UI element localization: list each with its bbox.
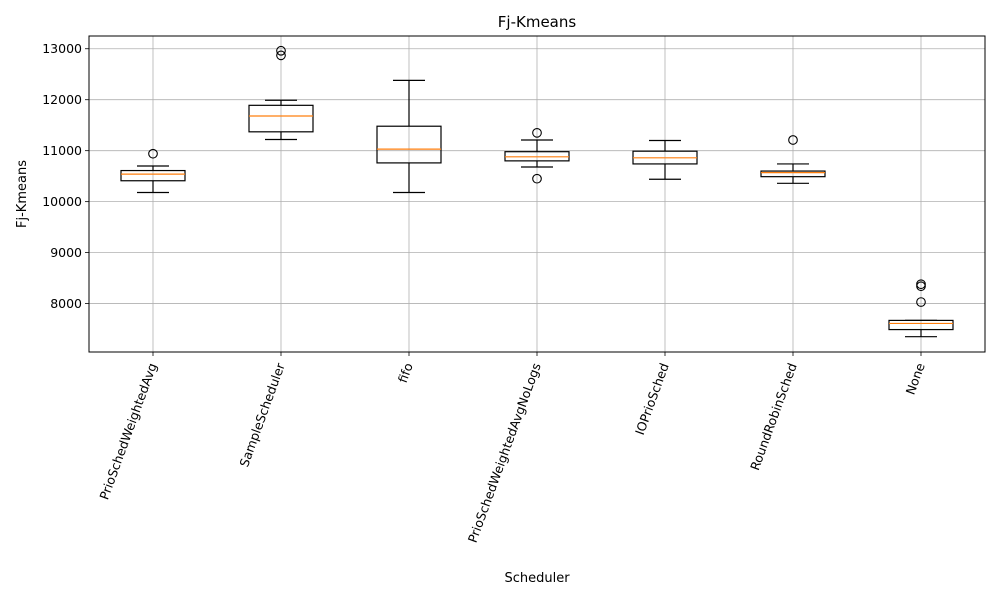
y-tick-label: 10000: [42, 194, 82, 209]
y-tick-label: 13000: [42, 41, 82, 56]
box: [248, 104, 314, 133]
outlier-point: [916, 279, 926, 290]
x-tick-label: PrioSchedWeightedAvg: [96, 361, 159, 502]
x-tick-label: PrioSchedWeightedAvgNoLogs: [465, 361, 544, 545]
box-group: [888, 279, 954, 338]
outlier-point: [788, 135, 798, 145]
y-tick-label: 11000: [42, 143, 82, 158]
x-tick-label: fifo: [395, 361, 416, 385]
outlier-point: [916, 297, 926, 307]
box-group: [248, 45, 314, 141]
y-tick-label: 9000: [50, 245, 82, 260]
outlier-point: [532, 127, 542, 138]
outlier-point: [148, 148, 158, 159]
outlier-point: [532, 173, 542, 184]
box-group: [376, 79, 442, 194]
box-series: [120, 45, 954, 338]
box-group: [120, 148, 186, 194]
grid-lines: [89, 36, 985, 352]
box-group: [632, 139, 698, 180]
y-axis-title: Fj-Kmeans: [15, 160, 30, 228]
box: [760, 170, 826, 178]
box: [376, 125, 442, 164]
x-tick-label: RoundRobinSched: [747, 361, 800, 472]
box-group: [760, 135, 826, 184]
box: [888, 319, 954, 331]
x-tick-label: None: [903, 361, 928, 397]
outlier-point: [276, 45, 286, 56]
y-tick-label: 12000: [42, 92, 82, 107]
box-group: [504, 127, 570, 184]
x-tick-label: SampleScheduler: [236, 360, 288, 469]
x-axis: PrioSchedWeightedAvg SampleScheduler fifo P…: [96, 352, 928, 545]
y-axis: 8000 9000 10000 11000 12000 13000: [42, 41, 89, 311]
outlier-point: [276, 50, 286, 61]
x-axis-title: Scheduler: [504, 571, 570, 586]
y-tick-label: 8000: [50, 296, 82, 311]
x-tick-label: IOPrioSched: [632, 361, 672, 437]
box: [120, 169, 186, 182]
chart-title: Fj-Kmeans: [498, 13, 577, 31]
